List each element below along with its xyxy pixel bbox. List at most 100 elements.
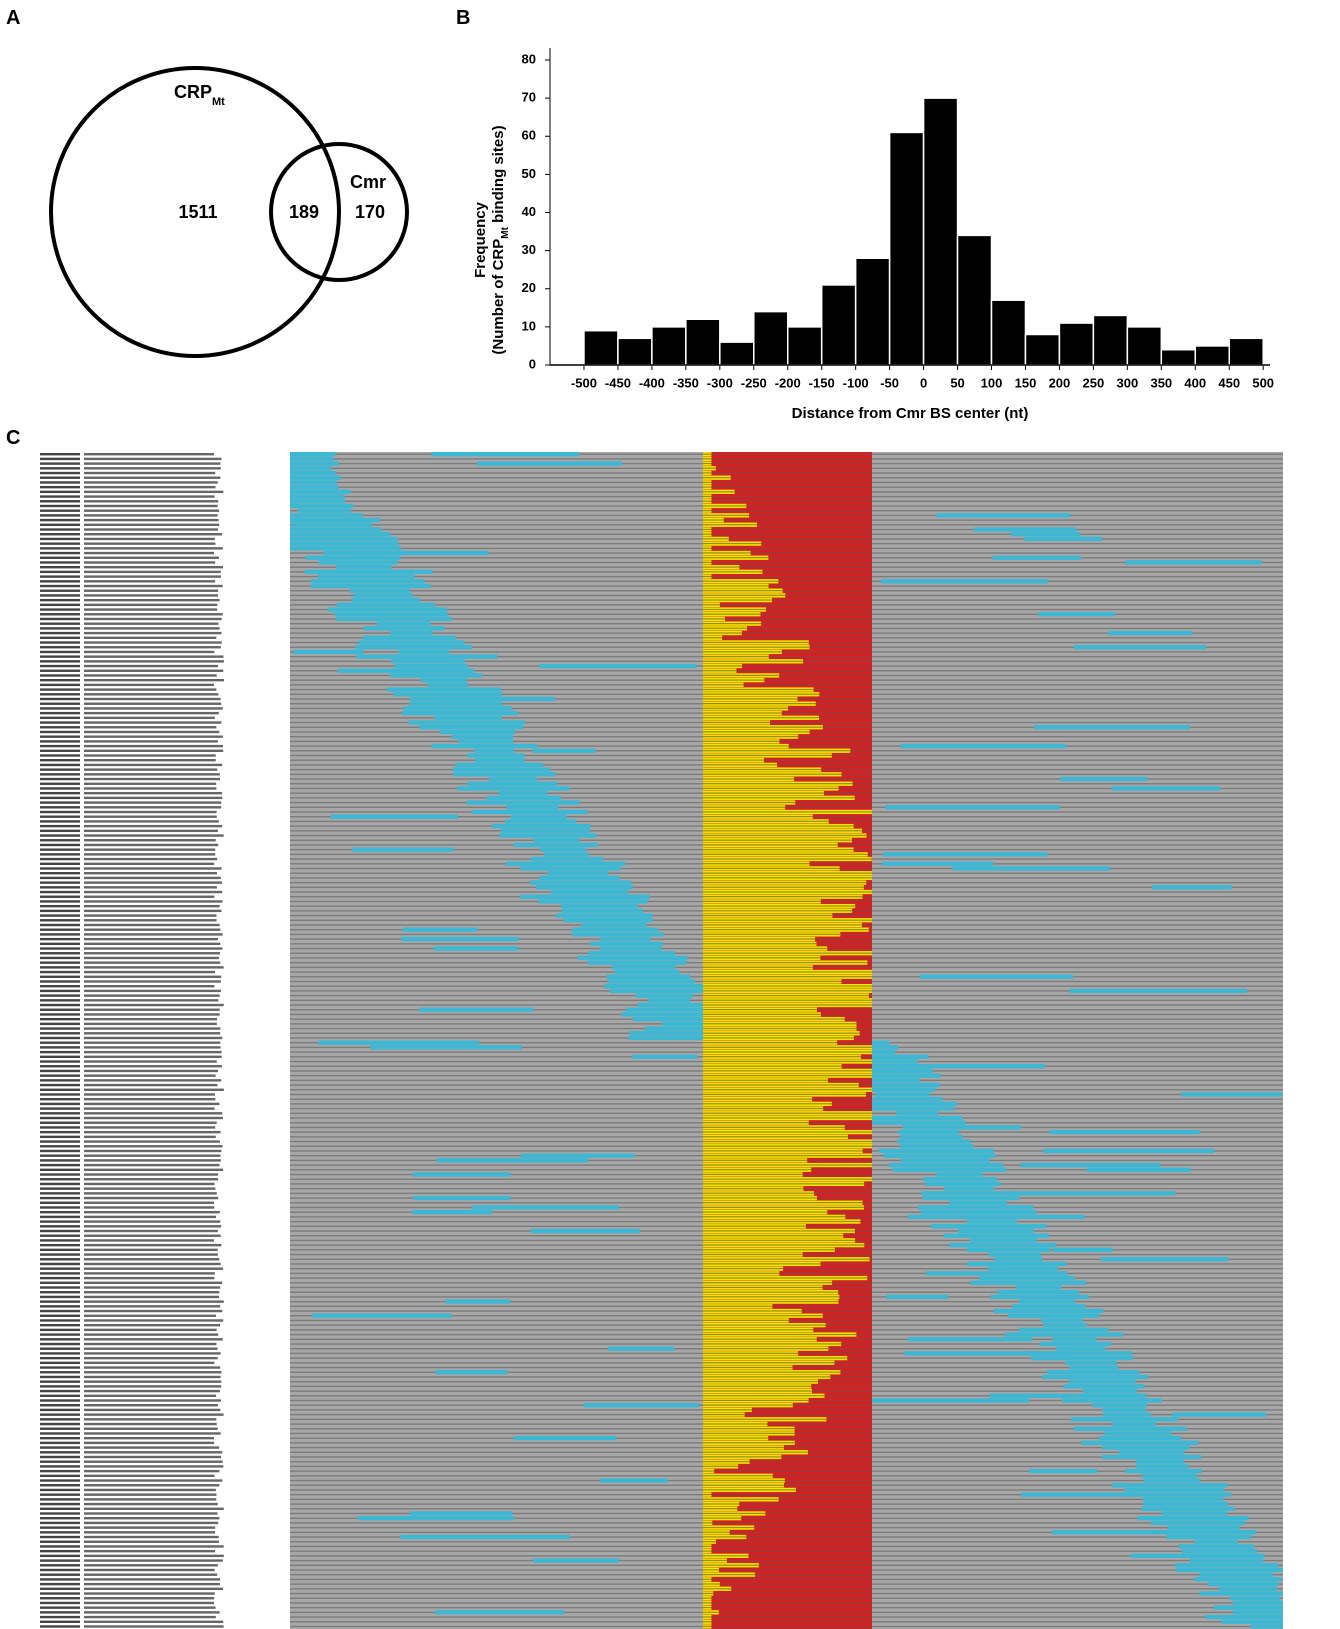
row-id <box>40 1389 80 1393</box>
row-id <box>40 1093 80 1096</box>
core-text <box>703 1517 742 1519</box>
core-text <box>703 1277 868 1279</box>
flank-segment <box>966 1219 1018 1224</box>
row-coord <box>84 862 215 865</box>
row-coord <box>84 603 218 607</box>
flank-segment <box>1060 776 1148 782</box>
row-coord <box>84 613 223 616</box>
row-coord <box>84 702 222 705</box>
row-coord <box>84 1625 224 1628</box>
core-text <box>703 1479 785 1482</box>
row-coord <box>84 1088 224 1091</box>
core-text <box>703 825 854 827</box>
flank-segment <box>1049 1129 1200 1135</box>
flank-segment <box>921 1209 1037 1215</box>
row-id <box>40 481 80 484</box>
row-coord <box>84 655 224 658</box>
row-coord <box>84 1258 220 1261</box>
core-text <box>703 637 723 639</box>
flank-segment <box>1182 1548 1258 1554</box>
flank-segment <box>318 1040 480 1045</box>
flank-segment <box>614 969 680 975</box>
bar <box>1024 333 1061 366</box>
flank-segment <box>1141 1473 1197 1478</box>
row-id <box>40 655 80 658</box>
core-text <box>703 538 729 540</box>
row-coord <box>84 1112 223 1115</box>
row-id <box>40 1549 80 1553</box>
flank-segment <box>402 927 478 932</box>
flank-segment <box>966 1247 1050 1252</box>
row-id <box>40 787 80 790</box>
core-text <box>703 1428 795 1430</box>
row-text <box>290 1413 1283 1416</box>
row-coord <box>84 504 218 508</box>
row-coord <box>84 754 216 757</box>
flank-segment <box>1100 1257 1229 1262</box>
row-coord <box>84 580 216 583</box>
core-text <box>703 566 740 568</box>
row-id <box>40 754 80 757</box>
row-id <box>40 937 80 941</box>
row-text <box>290 1479 1283 1482</box>
row-id <box>40 683 80 687</box>
x-tick-label: -250 <box>741 375 767 390</box>
row-id <box>40 919 80 922</box>
flank-segment <box>1143 1501 1228 1507</box>
row-id <box>40 1050 80 1054</box>
flank-segment <box>898 1129 959 1135</box>
row-coord <box>84 1107 215 1110</box>
core-text <box>703 1484 785 1486</box>
flank-segment <box>1019 1299 1076 1304</box>
core-text <box>703 1442 795 1444</box>
flank-segment <box>290 517 380 523</box>
bar <box>719 341 755 366</box>
row-coord <box>84 989 221 993</box>
row-coord <box>84 1573 218 1576</box>
row-text <box>290 1578 1283 1581</box>
region-count: 1511 <box>178 202 217 222</box>
row-text <box>290 519 1283 521</box>
row-text <box>290 585 1283 587</box>
row-coord <box>84 1083 218 1087</box>
core-text <box>703 759 765 761</box>
x-tick-label: 250 <box>1083 375 1105 390</box>
row-id <box>40 1182 80 1186</box>
flank-segment <box>401 936 519 942</box>
core-text <box>703 1023 857 1025</box>
set-label: Cmr <box>350 172 386 192</box>
row-coord <box>84 1192 217 1195</box>
flank-segment <box>1052 1337 1097 1342</box>
core-text <box>703 1319 789 1321</box>
row-id <box>40 1498 80 1501</box>
row-id <box>40 1441 80 1445</box>
bar <box>1126 326 1163 366</box>
row-id <box>40 1154 80 1157</box>
x-tick-label: 350 <box>1150 375 1172 390</box>
row-id <box>40 1314 80 1317</box>
y-tick-label: 50 <box>522 166 536 181</box>
row-text <box>290 477 1283 479</box>
flank-segment <box>572 932 664 937</box>
row-coord <box>84 1371 222 1374</box>
row-coord <box>84 481 218 484</box>
row-coord <box>84 1036 223 1040</box>
row-coord <box>84 1592 215 1595</box>
core-text <box>703 754 832 757</box>
core-text <box>703 858 872 860</box>
row-text <box>290 1526 1283 1529</box>
row-id <box>40 603 80 607</box>
row-id <box>40 707 80 710</box>
row-id <box>40 711 80 715</box>
row-coord <box>84 1210 220 1214</box>
flank-segment <box>988 1252 1041 1257</box>
flank-segment <box>393 692 502 697</box>
flank-segment <box>872 1054 929 1059</box>
row-coord <box>84 1418 217 1421</box>
row-id <box>40 1545 80 1548</box>
core-text <box>703 1197 817 1199</box>
core-text <box>703 1065 842 1067</box>
flank-segment <box>390 630 433 636</box>
flank-segment <box>471 1205 619 1210</box>
row-text <box>290 458 1283 460</box>
